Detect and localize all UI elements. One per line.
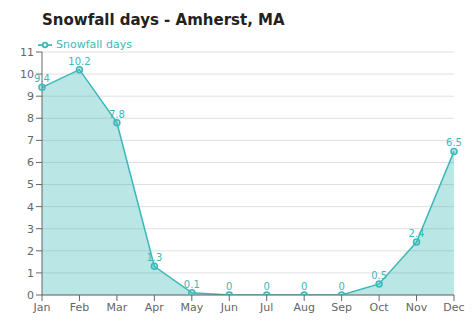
svg-text:10.2: 10.2 <box>68 56 90 67</box>
svg-text:0.1: 0.1 <box>184 279 200 290</box>
svg-text:1: 1 <box>27 267 34 280</box>
svg-text:Jul: Jul <box>259 301 273 314</box>
svg-text:11: 11 <box>20 46 34 59</box>
svg-text:0: 0 <box>338 281 344 292</box>
svg-text:2.4: 2.4 <box>409 228 425 239</box>
svg-text:7: 7 <box>27 134 34 147</box>
svg-text:Mar: Mar <box>107 301 128 314</box>
svg-text:6: 6 <box>27 156 34 169</box>
svg-text:2: 2 <box>27 245 34 258</box>
html-text:Snowfall days: Snowfall days <box>56 38 132 51</box>
svg-text:Feb: Feb <box>70 301 89 314</box>
svg-text:Sep: Sep <box>331 301 352 314</box>
svg-text:0.5: 0.5 <box>371 270 387 281</box>
svg-text:5: 5 <box>27 178 34 191</box>
svg-text:9.4: 9.4 <box>34 73 50 84</box>
svg-text:9: 9 <box>27 90 34 103</box>
svg-text:7.8: 7.8 <box>109 109 125 120</box>
svg-text:1.3: 1.3 <box>146 252 162 263</box>
svg-text:0: 0 <box>27 289 34 302</box>
svg-text:Dec: Dec <box>443 301 464 314</box>
svg-text:Aug: Aug <box>293 301 314 314</box>
svg-text:0: 0 <box>264 281 270 292</box>
svg-text:10: 10 <box>20 68 34 81</box>
svg-text:6.5: 6.5 <box>446 137 462 148</box>
html-text:Snowfall days - Amherst, MA: Snowfall days - Amherst, MA <box>42 11 285 29</box>
svg-text:4: 4 <box>27 201 34 214</box>
svg-text:Nov: Nov <box>406 301 428 314</box>
svg-text:3: 3 <box>27 223 34 236</box>
svg-text:0: 0 <box>301 281 307 292</box>
svg-text:Apr: Apr <box>145 301 165 314</box>
svg-text:Oct: Oct <box>370 301 390 314</box>
svg-text:8: 8 <box>27 112 34 125</box>
svg-text:Jun: Jun <box>220 301 238 314</box>
svg-text:0: 0 <box>226 281 232 292</box>
svg-text:May: May <box>180 301 203 314</box>
svg-text:Jan: Jan <box>33 301 51 314</box>
